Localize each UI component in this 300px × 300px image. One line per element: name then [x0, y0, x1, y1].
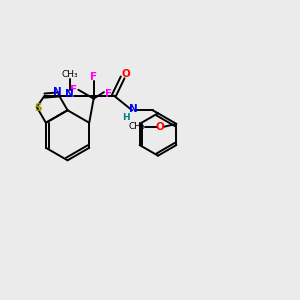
Text: S: S — [34, 103, 42, 113]
Text: N: N — [129, 104, 138, 114]
Text: CH₃: CH₃ — [62, 70, 79, 79]
Text: F: F — [105, 88, 112, 99]
Text: N: N — [65, 89, 74, 99]
Text: F: F — [70, 85, 77, 95]
Text: F: F — [90, 71, 97, 82]
Text: CH₃: CH₃ — [128, 122, 145, 131]
Text: O: O — [156, 122, 164, 132]
Text: O: O — [121, 69, 130, 80]
Text: H: H — [122, 113, 130, 122]
Text: N: N — [53, 87, 62, 97]
